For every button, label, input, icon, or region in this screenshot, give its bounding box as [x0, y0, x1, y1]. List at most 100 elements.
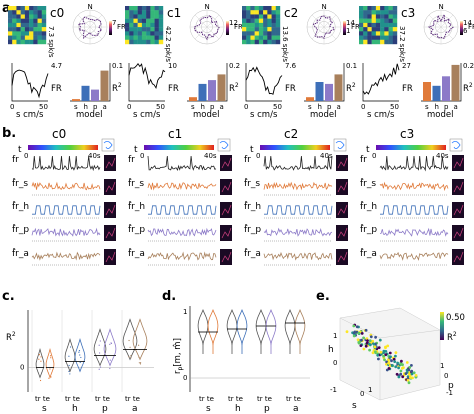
trace-label: f̂r_a: [360, 247, 377, 259]
time-colorbar: [144, 145, 214, 150]
time-colorbar: [260, 145, 330, 150]
trace-label: f̂r_s: [128, 177, 144, 189]
trace-row-4: f̂r_a: [12, 247, 116, 266]
axis-tick: 1: [368, 386, 372, 394]
trace-label: fr: [128, 155, 135, 165]
r2-bar-chart: s h p a 0.2 R2 model: [421, 62, 474, 120]
violin-te: [45, 347, 55, 379]
model-label: a: [293, 404, 299, 414]
violin-group-p: tr tep: [255, 308, 277, 414]
model-tick-a: a: [220, 103, 224, 111]
speed-tick-0: 0: [361, 103, 365, 111]
violin-te: [132, 318, 148, 361]
trace-label: f̂r_a: [12, 247, 29, 259]
peak-rate-label: 7.3 spk/s: [47, 26, 55, 58]
panel-label-d: d.: [162, 289, 176, 304]
trace-row-3: f̂r_p: [244, 223, 348, 242]
model-label: a: [132, 404, 138, 414]
trace-label: f̂r_p: [128, 223, 145, 235]
trace-label: f̂r_p: [360, 223, 377, 235]
r2-axis-label: R2: [229, 82, 239, 94]
speed-tick-50: 50: [156, 103, 165, 111]
model-tick-p: p: [327, 103, 332, 111]
speed-tick-0: 0: [244, 103, 248, 111]
violin-tr: [284, 308, 296, 354]
speed-axis-label: s cm/s: [133, 110, 161, 120]
r2-bar-p: [442, 76, 450, 101]
speed-tuning-plot: 4.7 FR 0 50s cm/s: [10, 62, 62, 120]
head-direction-polar-plot: N 146FR: [423, 3, 474, 45]
fr-max-tick: 10: [168, 62, 177, 70]
fr-axis-label: FR: [285, 84, 296, 94]
panel-label-e: e.: [316, 289, 330, 304]
r2-bar-h: [432, 85, 441, 101]
y-axis-label: R2: [6, 331, 16, 343]
violin-te: [207, 308, 219, 354]
r2-bar-s: [423, 82, 431, 101]
model-label: s: [206, 404, 211, 414]
rate-map-heatmap: [8, 6, 47, 45]
compass-north: N: [439, 3, 444, 11]
trace-label: fr: [244, 155, 251, 165]
peak-rate-label: 13.6 spk/s: [281, 26, 289, 62]
y-tick-0: 0: [20, 363, 24, 371]
violin-te: [103, 328, 117, 367]
r2-bar-chart: s h p a 0.2 R2 model: [187, 62, 240, 120]
r2-bar-p: [91, 89, 99, 101]
model-tick-a: a: [454, 103, 458, 111]
polar-fr-label: FR: [351, 23, 360, 31]
trace-label: f̂r_h: [12, 200, 29, 212]
model-tick-a: a: [337, 103, 341, 111]
r2-bar-h: [315, 82, 324, 101]
model-label: p: [102, 404, 108, 414]
axis-tick: 0: [360, 390, 364, 398]
violin-group-h: tr teh: [226, 308, 248, 414]
trace-row-4: f̂r_a: [128, 247, 232, 266]
cell-name: c2: [284, 6, 298, 20]
model-tick-h: h: [435, 103, 439, 111]
axis-tick: -1: [330, 386, 337, 394]
violin-group-p: tr tep: [91, 310, 117, 414]
time-start: 0: [140, 152, 144, 160]
polar-fr-label: FR: [117, 23, 126, 31]
time-end: 40s: [88, 152, 101, 160]
violin-te: [74, 338, 86, 373]
trace-row-3: f̂r_p: [128, 223, 232, 242]
cell-c2-panel-b: c2 t0 40s fr f̂r_s f̂r_h f̂r_p f̂r_a: [244, 127, 348, 266]
head-direction-polar-plot: N 7 FR: [72, 3, 126, 45]
violin-group-s: tr tes: [197, 308, 219, 414]
r2-max-tick: 0.1: [346, 62, 357, 70]
model-tick-s: s: [191, 103, 195, 111]
group-tick: tr te: [286, 395, 301, 403]
r2-bar-a: [100, 70, 109, 101]
violin-group-a: tr tea: [121, 310, 148, 414]
axis-label-s: s: [352, 401, 357, 411]
violin-tr: [64, 338, 76, 373]
trace-row-0: fr: [244, 155, 348, 171]
peak-rate-label: 42.2 spk/s: [164, 26, 172, 62]
trace-row-0: fr: [360, 155, 464, 172]
time-colorbar: [376, 145, 446, 150]
trace-row-1: f̂r_s: [244, 177, 348, 196]
speed-axis-label: s cm/s: [367, 110, 395, 120]
speed-tick-50: 50: [273, 103, 282, 111]
trace-label: f̂r_a: [128, 247, 145, 259]
model-axis-label: model: [310, 110, 336, 120]
group-tick: tr te: [95, 395, 110, 403]
r2-max-tick: 0.2: [229, 62, 240, 70]
model-label: h: [72, 404, 78, 414]
trace-label: f̂r_s: [12, 177, 28, 189]
speed-axis-label: s cm/s: [16, 110, 44, 120]
axis-tick: 1: [333, 332, 337, 340]
model-label: p: [264, 404, 270, 414]
speed-tick-50: 50: [390, 103, 399, 111]
violin-tr: [122, 318, 138, 361]
cell-name: c3: [400, 127, 414, 141]
r2-axis-label: R2: [112, 82, 122, 94]
trace-row-3: f̂r_p: [360, 223, 464, 242]
time-label: t: [134, 145, 138, 155]
